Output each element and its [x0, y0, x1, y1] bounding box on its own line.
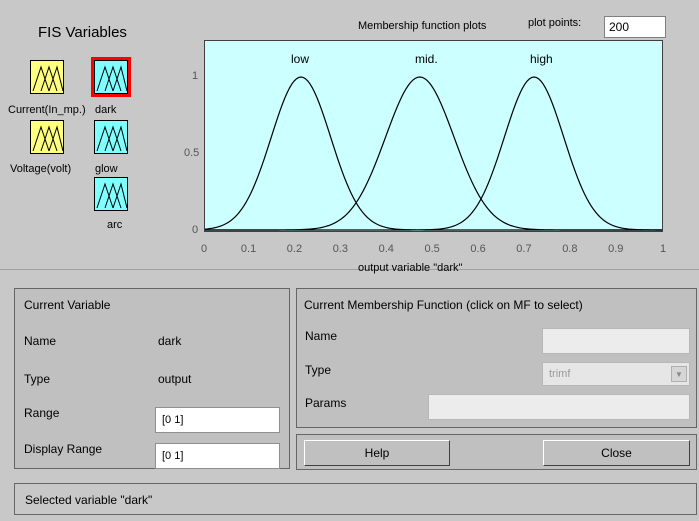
output-variable-arc[interactable]: [94, 177, 128, 211]
membership-icon: [32, 125, 64, 152]
range-input[interactable]: [0 1]: [155, 407, 280, 433]
mf-curve-high[interactable]: [205, 76, 663, 231]
x-tick-label: 0.7: [516, 243, 532, 255]
display-range-input[interactable]: [0 1]: [155, 443, 280, 469]
mf-label-mid[interactable]: mid.: [415, 52, 438, 66]
variable-name-label: Name: [24, 334, 57, 348]
y-tick-label: 0: [192, 224, 199, 236]
current-mf-title: Current Membership Function (click on MF…: [304, 298, 583, 312]
membership-function-plots-title: Membership function plots: [358, 20, 487, 32]
variable-type-value: output: [158, 372, 192, 386]
x-tick-label: 0.9: [608, 243, 624, 255]
fis-variables-title: FIS Variables: [38, 24, 127, 41]
input-variable-current[interactable]: [30, 60, 64, 94]
membership-icon: [96, 125, 128, 152]
x-tick-label: 0.1: [240, 243, 257, 255]
membership-icon: [96, 182, 128, 209]
mf-curve-mid[interactable]: [205, 76, 662, 231]
mf-type-select[interactable]: trimf ▼: [542, 362, 690, 386]
membership-plot-area[interactable]: [204, 40, 663, 232]
mf-type-label: Type: [305, 363, 332, 377]
mf-params-input[interactable]: [428, 394, 690, 420]
mf-params-label: Params: [305, 396, 347, 410]
x-tick-label: 0.2: [286, 243, 303, 255]
status-bar: Selected variable "dark": [14, 483, 697, 515]
membership-icon: [32, 65, 64, 92]
variable-name-value: dark: [158, 334, 182, 348]
mf-curve-low[interactable]: [204, 76, 662, 231]
y-tick-label: 0.5: [184, 147, 200, 159]
current-variable-title: Current Variable: [24, 298, 111, 312]
output-variable-arc-label: arc: [107, 219, 123, 231]
plot-points-input[interactable]: 200: [604, 16, 666, 38]
close-button[interactable]: Close: [543, 440, 690, 466]
plot-points-label: plot points:: [528, 17, 582, 29]
output-variable-dark[interactable]: [91, 57, 131, 97]
input-variable-current-label: Current(In_mp.): [8, 104, 86, 116]
input-variable-voltage[interactable]: [30, 120, 64, 154]
variable-type-label: Type: [24, 372, 51, 386]
x-tick-label: 0.3: [332, 243, 348, 255]
current-variable-panel: [14, 288, 290, 469]
range-label: Range: [24, 406, 60, 420]
mf-name-input[interactable]: [542, 328, 690, 354]
membership-icon: [96, 65, 128, 92]
y-tick-label: 1: [192, 70, 199, 82]
status-text: Selected variable "dark": [25, 493, 153, 507]
x-tick-label: 0.8: [562, 243, 578, 255]
x-tick-label: 0.4: [378, 243, 394, 255]
x-axis-label: output variable "dark": [358, 262, 463, 274]
input-variable-voltage-label: Voltage(volt): [10, 163, 72, 175]
output-variable-glow-label: glow: [95, 163, 118, 175]
x-tick-label: 1: [660, 243, 667, 255]
output-variable-glow[interactable]: [94, 120, 128, 154]
chevron-down-icon: ▼: [671, 366, 687, 382]
mf-label-low[interactable]: low: [291, 52, 310, 66]
output-variable-dark-label: dark: [95, 104, 117, 116]
help-button[interactable]: Help: [304, 440, 450, 466]
x-tick-label: 0.5: [424, 243, 440, 255]
membership-plot-svg: [204, 76, 663, 231]
mf-name-label: Name: [305, 329, 338, 343]
mf-type-value: trimf: [549, 368, 571, 380]
x-tick-label: 0: [201, 243, 208, 255]
x-tick-label: 0.6: [470, 243, 486, 255]
display-range-label: Display Range: [24, 442, 103, 456]
mf-label-high[interactable]: high: [530, 52, 553, 66]
